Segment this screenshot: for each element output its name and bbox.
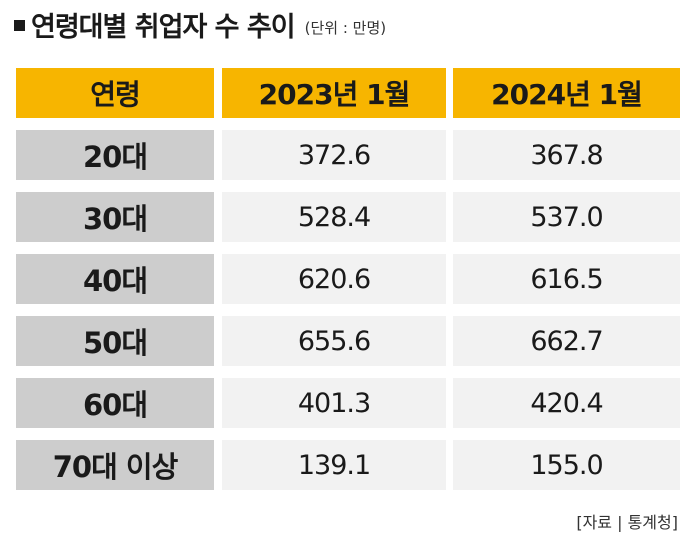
- value-2024-cell-2: 616.5: [453, 254, 680, 304]
- source-note: [자료 | 통계청]: [576, 513, 678, 532]
- age-group-cell-2: 40대: [16, 254, 214, 304]
- value-2024-cell-1: 537.0: [453, 192, 680, 242]
- chart-header: 연령대별 취업자 수 추이 (단위 : 만명): [14, 6, 387, 43]
- column-header-1: 2023년 1월: [222, 68, 446, 118]
- employment-table: 연령 2023년 1월 2024년 1월 20대 372.6 367.8 30대 528.4 5…: [16, 68, 680, 492]
- value-2024-cell-4: 420.4: [453, 378, 680, 428]
- age-group-cell-4: 60대: [16, 378, 214, 428]
- value-2024-cell-3: 662.7: [453, 316, 680, 366]
- value-2023-cell-4: 401.3: [222, 378, 446, 428]
- age-group-cell-1: 30대: [16, 192, 214, 242]
- value-2024-cell-5: 155.0: [453, 440, 680, 490]
- value-2023-cell-2: 620.6: [222, 254, 446, 304]
- value-2024-cell-0: 367.8: [453, 130, 680, 180]
- value-2023-cell-0: 372.6: [222, 130, 446, 180]
- chart-title: 연령대별 취업자 수 추이: [31, 11, 296, 43]
- age-group-cell-0: 20대: [16, 130, 214, 180]
- column-header-0: 연령: [16, 68, 214, 118]
- age-group-cell-5: 70대 이상: [16, 440, 214, 490]
- value-2023-cell-1: 528.4: [222, 192, 446, 242]
- square-bullet-icon: [14, 19, 25, 31]
- unit-note: (단위 : 만명): [304, 18, 387, 37]
- column-header-2: 2024년 1월: [453, 68, 680, 118]
- value-2023-cell-5: 139.1: [222, 440, 446, 490]
- value-2023-cell-3: 655.6: [222, 316, 446, 366]
- age-group-cell-3: 50대: [16, 316, 214, 366]
